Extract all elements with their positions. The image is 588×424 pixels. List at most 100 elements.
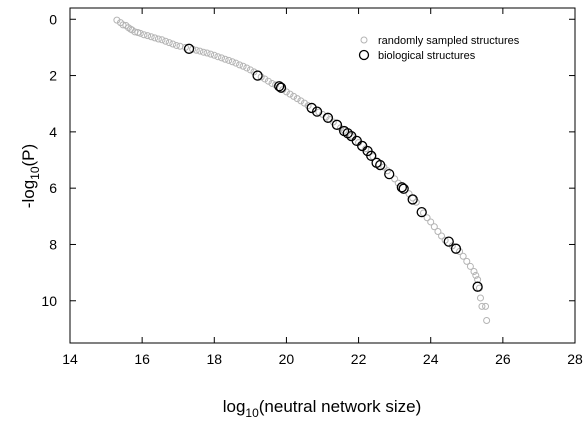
random-point — [203, 49, 211, 57]
bio-point — [472, 281, 483, 292]
bio-point — [443, 236, 454, 247]
bio-point — [183, 43, 195, 54]
random-point — [383, 167, 391, 175]
bio-point — [322, 112, 334, 123]
random-point — [304, 102, 312, 110]
random-point — [147, 33, 155, 41]
bio-point — [416, 206, 427, 218]
random-point — [165, 39, 173, 47]
random-point — [154, 35, 162, 43]
random-point — [483, 316, 491, 324]
bio-point — [274, 81, 285, 92]
bio-point — [311, 106, 323, 117]
x-tick-label: 26 — [495, 351, 511, 367]
random-point — [293, 95, 301, 103]
random-point — [438, 232, 446, 240]
random-point — [412, 198, 420, 206]
random-point — [239, 62, 247, 70]
random-point — [210, 51, 218, 59]
bio-point — [252, 70, 263, 81]
random-point — [207, 50, 215, 58]
legend-bio-label: biological structures — [378, 50, 476, 62]
x-tick-label: 24 — [423, 351, 439, 367]
x-tick-label: 20 — [279, 351, 295, 367]
random-point — [478, 302, 486, 310]
random-point — [427, 218, 435, 226]
random-point — [434, 228, 442, 236]
random-point — [463, 257, 471, 265]
x-axis-label: log10(neutral network size) — [223, 397, 422, 420]
random-point — [279, 86, 287, 94]
x-tick-label: 16 — [134, 351, 150, 367]
random-point — [119, 21, 127, 29]
bio-point — [396, 182, 408, 193]
bio-point — [275, 82, 287, 93]
random-point — [144, 32, 152, 40]
biological-series — [183, 43, 483, 292]
bio-point — [331, 119, 343, 130]
random-point — [140, 31, 148, 39]
random-point — [456, 248, 464, 256]
random-point — [246, 66, 254, 74]
y-axis-label: -log10(P) — [19, 144, 42, 208]
y-tick-label: 10 — [41, 293, 57, 309]
random-point — [169, 40, 177, 48]
random-point — [391, 175, 399, 183]
random-point — [476, 294, 484, 302]
random-point — [347, 132, 355, 140]
random-point — [218, 54, 225, 62]
random-point — [214, 53, 222, 61]
random-point — [441, 236, 449, 244]
legend: randomly sampled structures biological s… — [358, 35, 520, 62]
random-point — [290, 92, 298, 100]
random-point — [232, 59, 240, 67]
random-point — [286, 90, 294, 98]
random-point — [158, 36, 166, 44]
random-point — [272, 81, 280, 89]
bio-point — [407, 194, 418, 205]
random-point — [340, 126, 348, 134]
random-point — [264, 77, 272, 85]
bio-point — [351, 135, 362, 147]
random-point — [172, 41, 180, 49]
legend-random-marker — [360, 36, 368, 44]
random-point — [243, 64, 251, 72]
random-point — [261, 75, 269, 83]
y-tick-label: 0 — [49, 11, 57, 27]
x-tick-label: 18 — [206, 351, 222, 367]
random-point — [380, 163, 388, 171]
y-tick-label: 6 — [49, 180, 57, 196]
random-point — [196, 47, 204, 55]
random-point — [472, 271, 480, 279]
bio-point — [342, 128, 353, 139]
bio-point — [398, 183, 409, 194]
random-point — [362, 145, 370, 153]
bio-point — [384, 168, 395, 180]
random-point — [151, 34, 159, 42]
random-point — [250, 68, 258, 76]
random-point — [430, 223, 438, 231]
plot-frame — [69, 7, 576, 344]
random-point — [470, 267, 478, 275]
bio-point — [375, 159, 386, 171]
y-axis-ticks: 0 2 4 6 8 10 — [41, 11, 575, 309]
random-point — [423, 214, 431, 222]
bio-point — [366, 150, 377, 161]
random-point — [162, 37, 170, 45]
random-point — [297, 97, 305, 105]
random-point — [181, 43, 189, 51]
random-point — [482, 302, 490, 310]
legend-bio-marker — [358, 49, 370, 61]
random-point — [466, 262, 474, 270]
x-axis-ticks: 14 16 18 20 22 24 26 28 — [62, 8, 583, 367]
x-tick-label: 22 — [351, 351, 367, 367]
random-point — [236, 61, 244, 69]
y-tick-label: 4 — [49, 124, 57, 140]
random-point — [221, 55, 229, 63]
random-series — [113, 16, 491, 324]
random-point — [136, 29, 144, 37]
y-tick-label: 8 — [49, 236, 57, 252]
x-tick-label: 28 — [567, 351, 583, 367]
random-point — [199, 48, 207, 56]
